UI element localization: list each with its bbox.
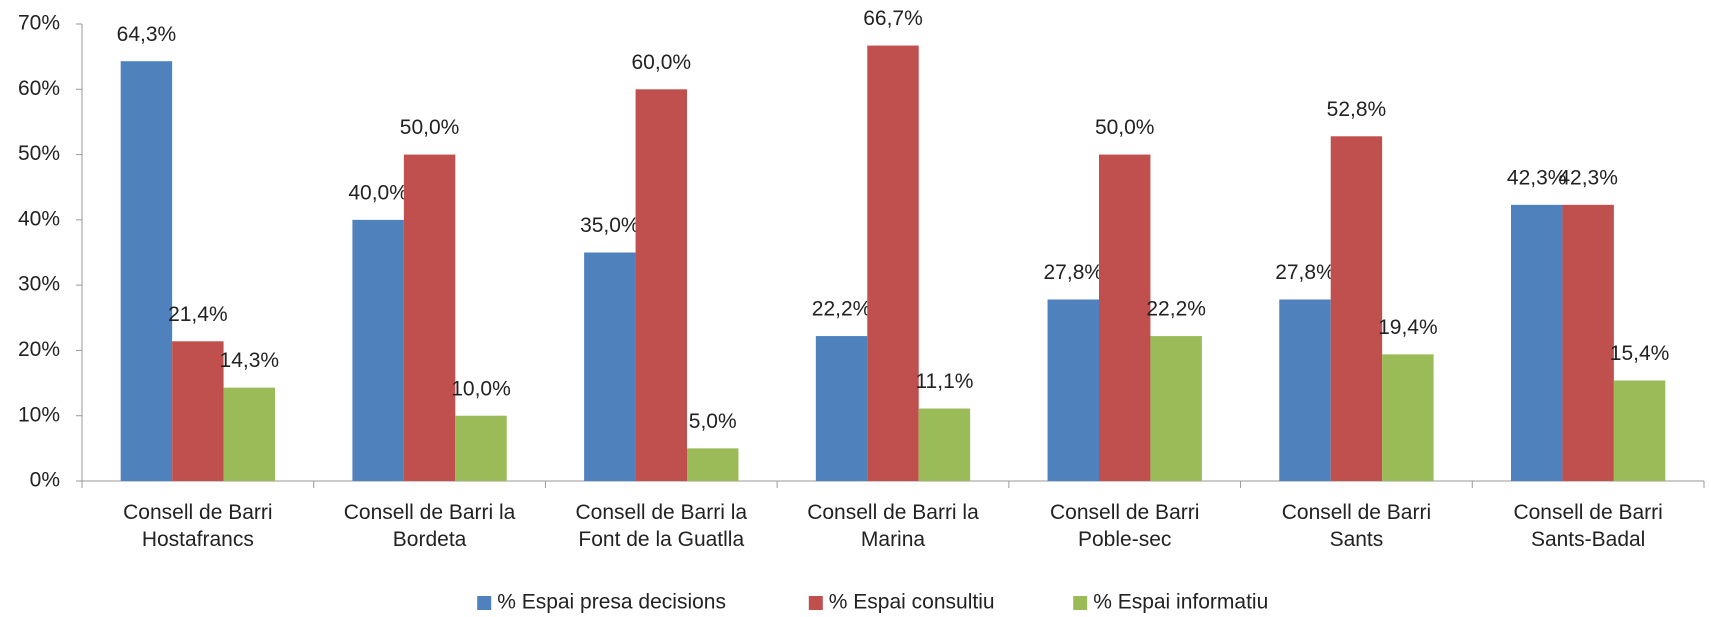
bar (1047, 299, 1099, 481)
bar (1510, 204, 1563, 481)
data-label: 52,8% (1327, 98, 1387, 121)
bar (918, 408, 971, 481)
x-tick-label: Consell de Barri la Marina (807, 501, 979, 551)
data-label: 60,0% (632, 51, 692, 74)
bar (815, 336, 868, 481)
data-label: 19,4% (1378, 316, 1438, 339)
bar (635, 89, 688, 482)
bar (403, 154, 456, 482)
x-tick-label: Consell de Barri Hostafrancs (123, 501, 273, 551)
legend-label: % Espai informatiu (1093, 591, 1268, 614)
bar (1150, 336, 1202, 481)
legend-label: % Espai consultiu (829, 591, 995, 614)
data-label: 40,0% (348, 181, 408, 204)
y-tick-label: 30% (18, 273, 60, 296)
data-label: 42,3% (1558, 166, 1618, 189)
bar (687, 448, 739, 481)
bar (172, 341, 224, 481)
y-tick-label: 20% (18, 338, 60, 361)
data-label: 27,8% (1044, 261, 1104, 284)
bar (1098, 154, 1151, 482)
y-tick-label: 60% (18, 77, 60, 100)
bar (455, 415, 507, 481)
y-tick-label: 70% (18, 12, 60, 35)
data-label: 50,0% (400, 116, 460, 139)
data-label: 42,3% (1507, 166, 1567, 189)
bar (584, 252, 636, 481)
data-label: 35,0% (580, 214, 640, 237)
bar (120, 61, 173, 481)
data-label: 15,4% (1610, 342, 1670, 365)
data-label: 22,2% (812, 298, 872, 321)
y-tick-label: 40% (18, 207, 60, 230)
bar (1562, 204, 1614, 481)
y-tick-label: 0% (30, 469, 60, 492)
data-label: 11,1% (915, 370, 973, 393)
bar (352, 219, 404, 481)
bar (1382, 354, 1434, 481)
x-tick-label: Consell de Barri Sants (1281, 501, 1432, 551)
data-label: 64,3% (117, 23, 177, 46)
legend-swatch (477, 596, 492, 610)
x-tick-label: Consell de Barri la Bordeta (343, 501, 516, 551)
bar (1613, 380, 1666, 481)
x-tick-label: Consell de Barri Poble-sec (1050, 501, 1200, 551)
bar (1279, 299, 1331, 481)
x-tick-label: Consell de Barri la Font de la Guatlla (575, 501, 748, 551)
data-label: 50,0% (1095, 116, 1155, 139)
y-tick-label: 10% (18, 403, 60, 426)
data-label: 14,3% (220, 349, 280, 372)
y-tick-label: 50% (18, 142, 60, 165)
data-label: 5,0% (689, 410, 737, 433)
data-label: 27,8% (1275, 261, 1335, 284)
legend-swatch (1073, 596, 1088, 610)
data-label: 21,4% (168, 303, 228, 326)
data-label: 66,7% (863, 7, 923, 30)
legend-label: % Espai presa decisions (497, 591, 726, 614)
bar (1330, 136, 1383, 481)
bar (223, 387, 276, 481)
x-tick-label: Consell de Barri Sants-Badal (1513, 501, 1663, 551)
data-label: 22,2% (1146, 298, 1206, 321)
legend-swatch (808, 596, 823, 610)
data-label: 10,0% (451, 377, 511, 400)
bar (867, 45, 919, 482)
